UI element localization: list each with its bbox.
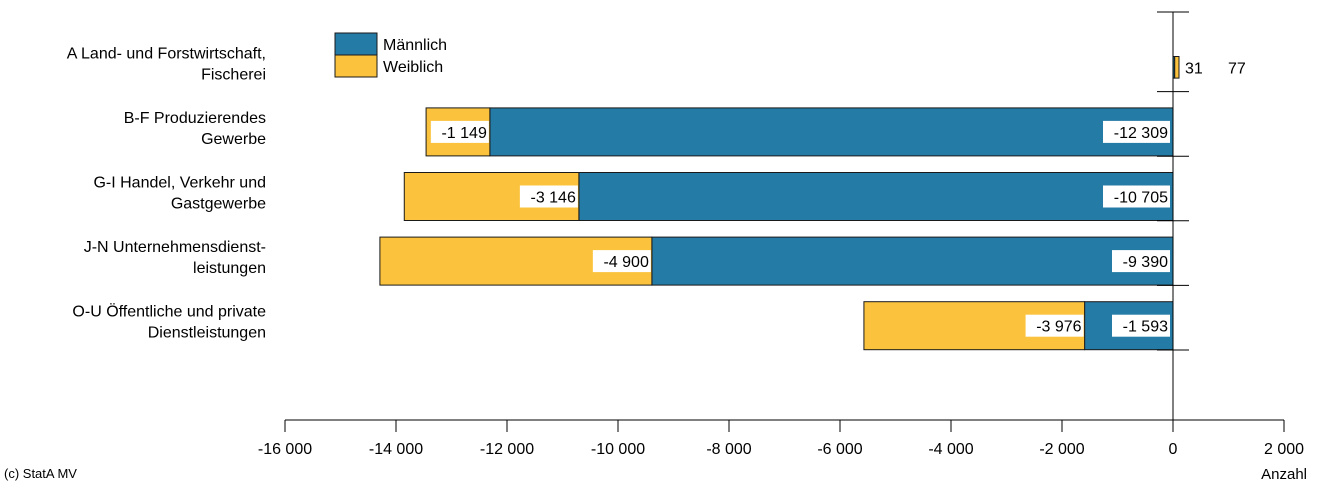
data-label-bg xyxy=(1103,185,1170,208)
legend-swatch xyxy=(334,32,378,56)
x-tick-label: -8 000 xyxy=(706,441,751,458)
x-tick-label: 2 000 xyxy=(1264,441,1304,458)
bar-maennlich xyxy=(578,172,1174,221)
x-tick-label: -12 000 xyxy=(480,441,534,458)
data-label-bg xyxy=(1025,314,1084,337)
category-label: A Land- und Forstwirtschaft, xyxy=(67,45,266,62)
data-label-bg xyxy=(1112,314,1170,337)
data-label-maennlich: -9 390 xyxy=(1123,254,1168,271)
category-label: Dienstleistungen xyxy=(148,325,266,342)
x-axis-title: Anzahl xyxy=(1261,466,1307,483)
data-label-weiblich: -3 976 xyxy=(1036,319,1081,336)
x-tick-label: -14 000 xyxy=(369,441,423,458)
copyright-note: (c) StatA MV xyxy=(4,466,77,481)
category-label: Fischerei xyxy=(201,66,266,83)
data-label-bg xyxy=(430,120,489,143)
data-label-bg xyxy=(592,250,651,273)
x-tick-label: -6 000 xyxy=(817,441,862,458)
data-label-bg xyxy=(1112,250,1170,273)
data-label-maennlich: 31 xyxy=(1185,60,1203,77)
category-label: G-I Handel, Verkehr und xyxy=(93,175,266,192)
bar-weiblich xyxy=(1174,56,1180,79)
data-label-bg xyxy=(519,185,578,208)
data-label-weiblich: -3 146 xyxy=(530,190,575,207)
category-label: Gastgewerbe xyxy=(171,196,266,213)
category-label: J-N Unternehmensdienst- xyxy=(84,239,266,256)
bar-maennlich xyxy=(651,236,1174,286)
data-label-weiblich: -1 149 xyxy=(441,125,486,142)
category-label: Gewerbe xyxy=(201,131,266,148)
x-tick-label: -10 000 xyxy=(591,441,645,458)
bar-maennlich xyxy=(489,107,1174,157)
legend-swatch xyxy=(334,54,378,78)
x-tick-label: -4 000 xyxy=(928,441,973,458)
category-label: B-F Produzierendes xyxy=(124,110,266,127)
data-label-maennlich: -10 705 xyxy=(1114,190,1168,207)
x-tick-label: -2 000 xyxy=(1039,441,1084,458)
category-label: O-U Öffentliche und private xyxy=(72,303,266,321)
data-label-weiblich: -4 900 xyxy=(603,254,648,271)
data-label-maennlich: -12 309 xyxy=(1114,125,1168,142)
legend-label: Männlich xyxy=(383,37,447,54)
x-tick-label: -16 000 xyxy=(258,441,312,458)
x-tick-label: 0 xyxy=(1169,441,1178,458)
legend-label: Weiblich xyxy=(383,59,443,76)
data-label-weiblich: 77 xyxy=(1228,60,1246,77)
data-label-maennlich: -1 593 xyxy=(1123,319,1168,336)
data-label-bg xyxy=(1103,120,1170,143)
category-label: leistungen xyxy=(193,260,266,277)
